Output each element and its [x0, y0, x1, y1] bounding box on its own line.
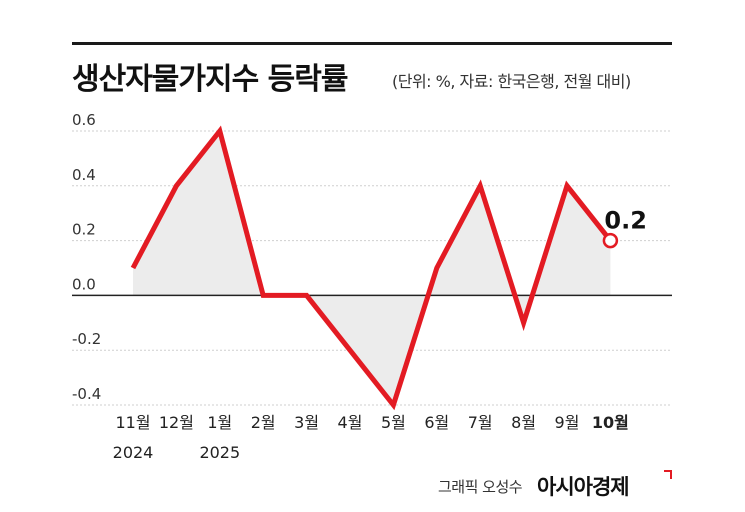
x-tick-label: 7월: [468, 413, 493, 432]
y-tick-label: 0.0: [72, 275, 96, 293]
chart-title: 생산자물가지수 등락률: [72, 62, 348, 97]
x-tick-year-label: 2025: [199, 443, 240, 462]
x-tick-label: 4월: [338, 413, 363, 432]
chart-subtitle: (단위: %, 자료: 한국은행, 전월 대비): [392, 72, 631, 91]
highlight-value-label: 0.2: [604, 207, 647, 235]
y-tick-label: 0.2: [72, 221, 96, 239]
series-line: [130, 125, 613, 411]
y-tick-label: -0.2: [72, 330, 101, 348]
x-tick-label: 12월: [159, 413, 194, 432]
x-tick-label: 11월: [115, 413, 150, 432]
area-fill: [133, 131, 611, 405]
x-tick-label: 6월: [424, 413, 449, 432]
x-tick-year-label: 2024: [113, 443, 154, 462]
brand-logo-text: 아시아경제: [537, 475, 630, 499]
x-tick-label: 10월: [592, 413, 629, 432]
y-tick-labels: 0.6 0.4 0.2 0.0 -0.2 -0.4: [72, 111, 101, 403]
x-tick-labels: 11월 2024 12월 1월 2025 2월 3월 4월 5월 6월 7월 8월 9월 10월: [113, 413, 629, 462]
x-tick-label: 3월: [294, 413, 319, 432]
x-tick-label: 9월: [555, 413, 580, 432]
x-tick-label: 2월: [251, 413, 276, 432]
series-polyline: [130, 125, 613, 411]
x-tick-label: 5월: [381, 413, 406, 432]
highlight-point: [602, 232, 619, 249]
y-tick-label: -0.4: [72, 385, 101, 403]
x-tick-label: 8월: [511, 413, 536, 432]
y-tick-label: 0.6: [72, 111, 96, 129]
top-rule: [72, 42, 672, 45]
area-shading: [133, 131, 611, 405]
y-tick-label: 0.4: [72, 166, 96, 184]
graphic-credit: 그래픽 오성수: [438, 478, 523, 496]
highlight-marker: 0.2: [602, 207, 647, 249]
x-tick-label: 1월: [207, 413, 232, 432]
red-corner-mark-icon: [664, 470, 672, 479]
